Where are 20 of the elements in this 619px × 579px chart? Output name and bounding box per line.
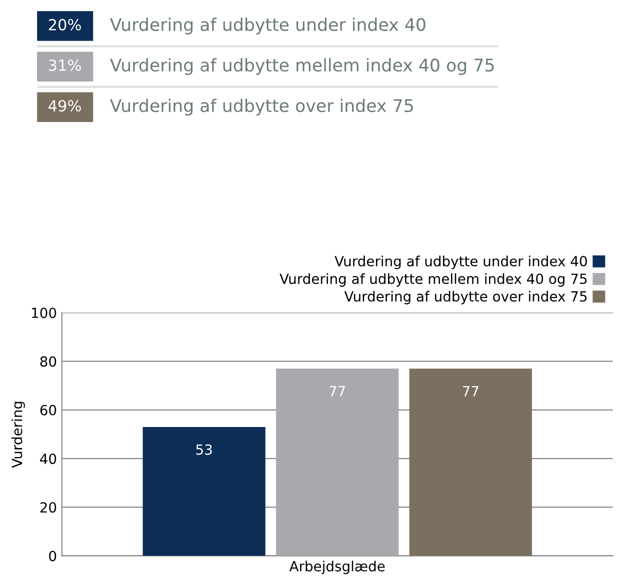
category-label: Vurdering af udbytte under index 40: [110, 18, 426, 34]
legend-label: Vurdering af udbytte over index 75: [344, 290, 587, 304]
y-tick-label: 100: [32, 308, 56, 318]
y-tick-label: 20: [40, 502, 56, 513]
category-label: Vurdering af udbytte over index 75: [110, 98, 413, 116]
category-label: Vurdering af udbytte mellem index 40 og 75: [110, 58, 494, 75]
data-label: 20%: [48, 18, 81, 30]
y-tick-label: 40: [40, 454, 56, 464]
y-tick-label: 0: [49, 550, 56, 562]
data-label: 53: [196, 444, 212, 455]
y-tick-label: 80: [40, 356, 56, 367]
legend-label: Vurdering af udbytte under index 40: [334, 256, 587, 270]
legend-label: Vurdering af udbytte mellem index 40 og 75: [280, 273, 587, 287]
data-label: 31%: [48, 59, 81, 72]
x-tick-label: Arbejdsglæde: [289, 560, 385, 574]
data-label: 77: [330, 386, 346, 396]
data-label: 49%: [48, 100, 81, 112]
y-tick-label: 60: [40, 404, 56, 416]
data-label: 77: [462, 386, 478, 396]
y-axis-title: Vurdering: [12, 402, 25, 468]
